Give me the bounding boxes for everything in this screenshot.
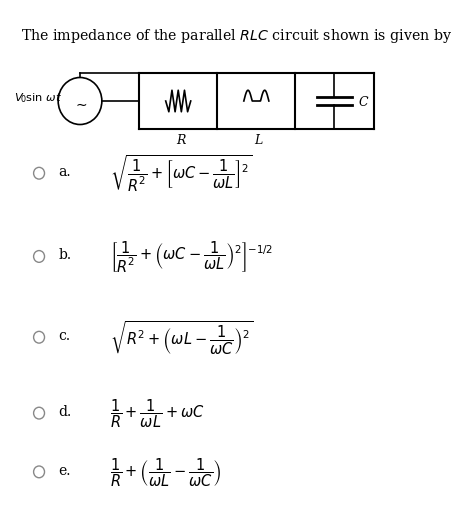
Text: R: R <box>176 134 185 147</box>
Text: a.: a. <box>58 165 71 179</box>
Text: $\sqrt{R^2 + \left(\omega L - \dfrac{1}{\omega C}\right)^2}$: $\sqrt{R^2 + \left(\omega L - \dfrac{1}{… <box>109 319 253 356</box>
Text: d.: d. <box>58 404 72 418</box>
Text: $\dfrac{1}{R} + \left(\dfrac{1}{\omega L} - \dfrac{1}{\omega C}\right)$: $\dfrac{1}{R} + \left(\dfrac{1}{\omega L… <box>109 456 221 488</box>
Text: $\sim$: $\sim$ <box>73 96 87 110</box>
Text: L: L <box>255 134 263 147</box>
Text: $\left[\dfrac{1}{R^2} + \left(\omega C - \dfrac{1}{\omega L}\right)^2\right]^{-1: $\left[\dfrac{1}{R^2} + \left(\omega C -… <box>109 239 273 274</box>
Text: $\sqrt{\dfrac{1}{R^2} + \left[\omega C - \dfrac{1}{\omega L}\right]^2}$: $\sqrt{\dfrac{1}{R^2} + \left[\omega C -… <box>109 154 252 194</box>
Text: c.: c. <box>58 329 70 343</box>
Text: e.: e. <box>58 463 71 477</box>
Text: The impedance of the parallel $RLC$ circuit shown is given by: The impedance of the parallel $RLC$ circ… <box>21 27 453 45</box>
Text: b.: b. <box>58 248 71 262</box>
Text: C: C <box>358 95 368 108</box>
Text: $\dfrac{1}{R} + \dfrac{1}{\omega L} + \omega C$: $\dfrac{1}{R} + \dfrac{1}{\omega L} + \o… <box>109 397 204 430</box>
Text: $V_{\!0}\sin\,\omega t$: $V_{\!0}\sin\,\omega t$ <box>14 91 62 105</box>
